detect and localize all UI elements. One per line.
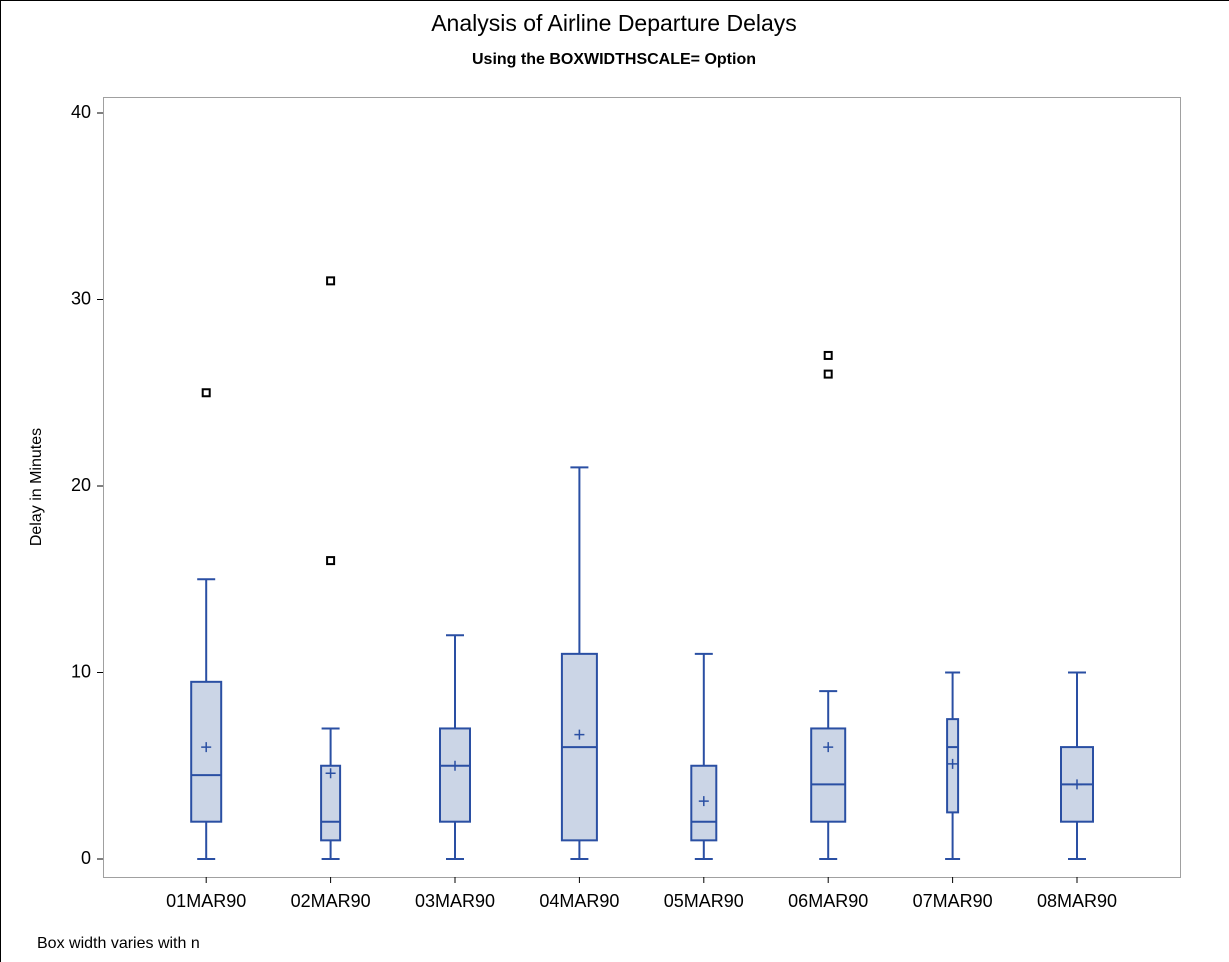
y-tick-label: 30	[71, 288, 91, 308]
mean-marker	[698, 796, 709, 807]
outlier	[326, 276, 336, 286]
x-tick-label: 03MAR90	[415, 891, 495, 911]
x-tick-label: 02MAR90	[291, 891, 371, 911]
x-tick-label: 04MAR90	[539, 891, 619, 911]
mean-marker	[325, 768, 336, 779]
x-tick-label: 01MAR90	[166, 891, 246, 911]
x-tick-label: 05MAR90	[664, 891, 744, 911]
mean-marker	[574, 729, 585, 740]
outlier	[326, 556, 336, 566]
y-tick-label: 10	[71, 661, 91, 681]
mean-marker	[823, 742, 834, 753]
chart-subtitle: Using the BOXWIDTHSCALE= Option	[472, 51, 756, 68]
y-axis-label: Delay in Minutes	[28, 428, 45, 546]
x-tick-label: 07MAR90	[913, 891, 993, 911]
outlier	[823, 369, 833, 379]
chart-title: Analysis of Airline Departure Delays	[431, 10, 797, 36]
x-tick-label: 06MAR90	[788, 891, 868, 911]
y-tick-label: 20	[71, 475, 91, 495]
mean-marker	[450, 760, 460, 771]
outlier	[823, 350, 833, 360]
footnote: Box width varies with n	[37, 935, 200, 952]
mean-marker	[1072, 779, 1082, 790]
y-tick-label: 0	[81, 848, 91, 868]
plot-frame	[103, 97, 1181, 878]
box	[690, 764, 718, 842]
box	[439, 727, 471, 823]
x-tick-label: 08MAR90	[1037, 891, 1117, 911]
mean-marker	[201, 742, 212, 753]
mean-marker	[947, 758, 958, 769]
outlier	[201, 388, 211, 398]
y-tick-label: 40	[71, 102, 91, 122]
